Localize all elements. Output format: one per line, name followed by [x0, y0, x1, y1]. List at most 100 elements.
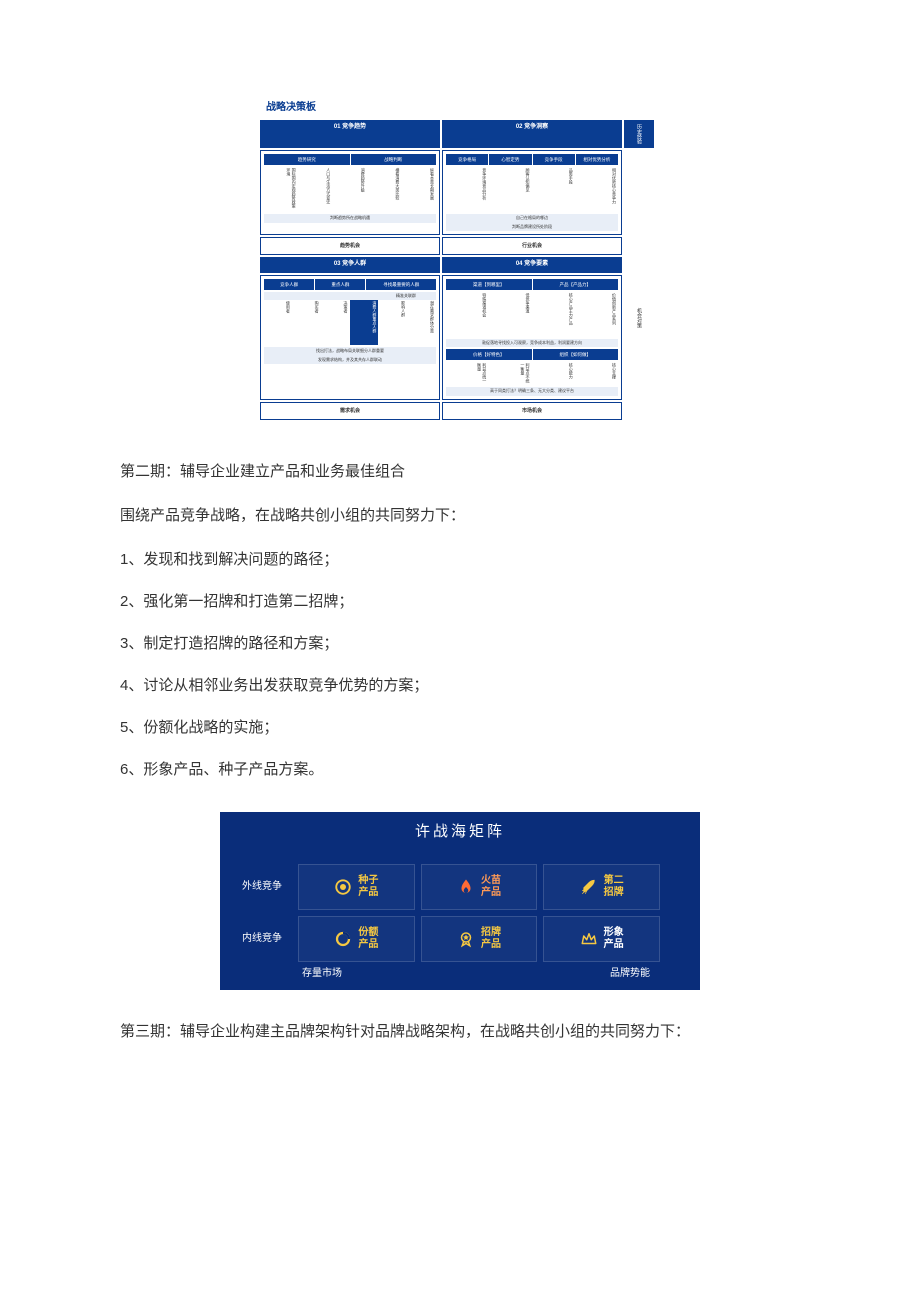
d1-q4-sub2: 价格【好特色】: [446, 349, 532, 360]
d1-q3-note: 找出打法，战略布局关联细分人群重要: [264, 347, 436, 355]
matrix-cell-seed: 种子产品: [298, 864, 415, 910]
d1-q2-note: 自己在格局的哪边: [446, 214, 618, 222]
d1-q3-col: 消费人群重点人群: [350, 300, 378, 345]
seed-icon: [334, 878, 352, 896]
matrix-cell-flame: 火苗产品: [421, 864, 538, 910]
d1-q4-content: 渠道【到哪里】 产品【产品力】 特殊渠道机会 低竞争渠道 核心产品主力产品 价值…: [442, 275, 622, 400]
d1-q1-sub1: 趋势研究: [264, 154, 350, 165]
phase3-text: 第三期：辅导企业构建主品牌架构针对品牌战略架构，在战略共创小组的共同努力下：: [120, 1020, 800, 1044]
d1-q3-content: 竞争人群 重点人群 寻找最重要的人群 精准关联群 使用者 购买者 决策者 消费人…: [260, 275, 440, 400]
matrix-cell-crown: 形象产品: [543, 916, 660, 962]
d1-header-q4: 04 竞争要素: [442, 257, 622, 273]
matrix-cell-label: 种子产品: [358, 875, 378, 899]
medal-icon: [457, 930, 475, 948]
d1-q2-sub: 相对优势分析: [576, 154, 618, 165]
d1-q3-col: 使用者: [264, 300, 292, 345]
d1-q4-sub: 产品【产品力】: [533, 279, 619, 290]
d1-q2-content: 竞争格局 心智定势 竞争手段 相对优势分析 竞争环境竞品分析 顾客认知偏见 品类…: [442, 150, 622, 235]
d1-side-label: 机会对策: [624, 237, 654, 400]
diagram1-title: 战略决策板: [260, 100, 660, 116]
phase3-block: 第三期：辅导企业构建主品牌架构针对品牌战略架构，在战略共创小组的共同努力下：: [120, 1020, 800, 1044]
phase2-block: 第二期：辅导企业建立产品和业务最佳组合 围绕产品竞争战略，在战略共创小组的共同努…: [120, 460, 800, 782]
d1-header-q1: 01 竞争趋势: [260, 120, 440, 148]
d1-q2-col: 品类手段: [533, 167, 575, 212]
rocket-icon: [580, 878, 598, 896]
phase2-item: 5、份额化战略的实施；: [120, 716, 800, 740]
phase2-item: 1、发现和找到解决问题的路径；: [120, 548, 800, 572]
d1-q4-pcol: 利益点不统一衡量: [489, 362, 531, 387]
phase2-item: 2、强化第一招牌和打造第二招牌；: [120, 590, 800, 614]
d1-q2-col: 相对优势核心竞争力: [576, 167, 618, 212]
d1-mid1: 趋势机会: [260, 237, 440, 255]
d1-header-q3: 03 竞争人群: [260, 257, 440, 273]
d1-q2-col: 顾客认知偏见: [489, 167, 531, 212]
matrix-cell-label: 第二招牌: [604, 875, 624, 899]
matrix-title: 许战海矩阵: [220, 812, 700, 852]
d1-q4-col: 核心产品主力产品: [533, 292, 575, 337]
matrix-cell-medal: 招牌产品: [421, 916, 538, 962]
d1-q3-sub: 寻找最重要的人群: [366, 279, 436, 290]
d1-header-q2: 02 竞争洞察: [442, 120, 622, 148]
d1-q4-pcol: 利益点统一衡量: [446, 362, 488, 387]
xu-zhanhai-matrix: 许战海矩阵 外线竞争 种子产品 火苗产品 第二招牌 内线竞争 份额产品: [220, 812, 700, 990]
phase2-item: 6、形象产品、种子产品方案。: [120, 758, 800, 782]
d1-q4-sub: 渠道【到哪里】: [446, 279, 532, 290]
matrix-body: 外线竞争 种子产品 火苗产品 第二招牌 内线竞争 份额产品 招牌产品: [220, 852, 700, 990]
d1-q1-col: 纵看本类长期发展: [402, 167, 436, 212]
d1-q2-col: 竞争环境竞品分析: [446, 167, 488, 212]
matrix-cell-label: 招牌产品: [481, 927, 501, 951]
d1-footer-blank: [624, 402, 654, 420]
matrix-row-label: 内线竞争: [232, 916, 292, 962]
d1-q4-ocol: 核心支撑: [576, 362, 618, 387]
d1-footer2: 市场机会: [442, 402, 622, 420]
d1-q2-note: 判断品牌建设所处阶段: [446, 223, 618, 231]
d1-q1-sub2: 战略判断: [351, 154, 437, 165]
d1-mid2: 行业机会: [442, 237, 622, 255]
d1-footer1: 需求机会: [260, 402, 440, 420]
d1-q3-col: 购买者: [293, 300, 321, 345]
ring-icon: [334, 930, 352, 948]
d1-q1-col: 人口与生活方式变迁: [299, 167, 333, 212]
matrix-row-label: 外线竞争: [232, 864, 292, 910]
phase2-item: 4、讨论从相邻业务出发获取竞争优势的方案；: [120, 674, 800, 698]
d1-q2-sub: 竞争手段: [533, 154, 575, 165]
d1-q1-content: 趋势研究 战略判断 国际国内宏观趋势政策环境 人口与生活方式变迁 消费趋势升级 …: [260, 150, 440, 235]
d1-header-side: 历史经验: [624, 120, 654, 148]
d1-q2-sub: 竞争格局: [446, 154, 488, 165]
d1-q1-col: 横看消费大类比较: [368, 167, 402, 212]
diagram1-grid: 01 竞争趋势 02 竞争洞察 历史经验 趋势研究 战略判断 国际国内宏观趋势政…: [260, 120, 660, 420]
matrix-footer: 存量市场 品牌势能: [232, 962, 660, 984]
d1-q4-ocol: 核心能力: [533, 362, 575, 387]
d1-q3-col: 决策者: [322, 300, 350, 345]
phase2-item: 3、制定打造招牌的路径和方案；: [120, 632, 800, 656]
phase2-heading: 第二期：辅导企业建立产品和业务最佳组合: [120, 460, 800, 484]
matrix-cell-label: 份额产品: [358, 927, 378, 951]
d1-q4-col: 低竞争渠道: [489, 292, 531, 337]
matrix-cell-rocket: 第二招牌: [543, 864, 660, 910]
d1-q1-col: 国际国内宏观趋势政策环境: [264, 167, 298, 212]
d1-q3-sub: 竞争人群: [264, 279, 314, 290]
d1-q1-col: 消费趋势升级: [333, 167, 367, 212]
strategy-decision-board: 战略决策板 01 竞争趋势 02 竞争洞察 历史经验 趋势研究 战略判断 国际国…: [260, 100, 660, 420]
d1-q4-sub2: 组织【如何做】: [533, 349, 619, 360]
d1-q3-col: 影响人群: [379, 300, 407, 345]
d1-side-blank: [624, 150, 654, 235]
d1-q4-col: 价值创新产品系列: [576, 292, 618, 337]
d1-q3-note: 发现需求结构，并及其共存人群联动: [264, 356, 436, 364]
d1-q3-sub: 重点人群: [315, 279, 365, 290]
matrix-footer-left: 存量市场: [302, 966, 342, 982]
matrix-cell-label: 形象产品: [604, 927, 624, 951]
d1-q4-col: 特殊渠道机会: [446, 292, 488, 337]
matrix-cell-label: 火苗产品: [481, 875, 501, 899]
matrix-cell-ring: 份额产品: [298, 916, 415, 962]
d1-q3-sub2: 精准关联群: [264, 292, 436, 300]
d1-q1-note: 判断趋势所在战略机遇: [264, 214, 436, 222]
crown-icon: [580, 930, 598, 948]
d1-q3-col: 潜在需求群体分类: [408, 300, 436, 345]
d1-q4-note: 敦促落地寻找投入可观察，竞争成本利益，利润要建方向: [446, 339, 618, 347]
d1-q4-bnote: 高于同类打法？明确三条、无大分类、建议平台: [446, 387, 618, 395]
flame-icon: [457, 878, 475, 896]
d1-q2-sub: 心智定势: [489, 154, 531, 165]
matrix-footer-right: 品牌势能: [610, 966, 650, 982]
phase2-intro: 围绕产品竞争战略，在战略共创小组的共同努力下：: [120, 504, 800, 528]
